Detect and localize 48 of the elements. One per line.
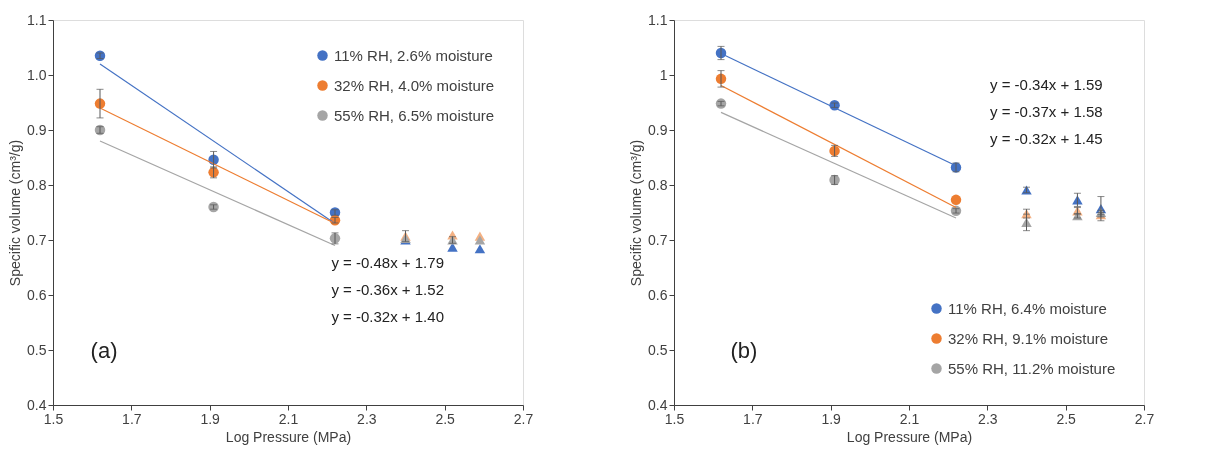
y-axis-title: Specific volume (cm³/g) <box>7 139 24 287</box>
x-tick-label: 2.7 <box>1134 410 1155 427</box>
y-tick-label: 0.6 <box>648 286 668 303</box>
y-tick-label: 0.6 <box>27 286 47 303</box>
x-axis-title: Log Pressure (MPa) <box>225 428 352 445</box>
x-tick-label: 2.3 <box>357 410 377 427</box>
y-tick-label: 0.5 <box>27 341 47 358</box>
y-tick-label: 1.0 <box>27 66 47 83</box>
y-tick-label: 0.5 <box>648 341 668 358</box>
y-tick-label: 1 <box>659 66 668 83</box>
x-tick-label: 1.7 <box>122 410 142 427</box>
legend-label: 11% RH, 6.4% moisture <box>948 299 1107 317</box>
x-tick-label: 2.1 <box>899 410 920 427</box>
y-axis-title: Specific volume (cm³/g) <box>628 139 645 287</box>
legend-label: 11% RH, 2.6% moisture <box>334 46 493 64</box>
y-tick-label: 0.8 <box>648 176 668 193</box>
annotation: y = -0.34x + 1.59 <box>990 76 1103 94</box>
x-tick-label: 2.5 <box>1056 410 1077 427</box>
legend-label: 55% RH, 11.2% moisture <box>948 359 1116 377</box>
y-tick-label: 0.8 <box>27 176 47 193</box>
x-tick-label: 2.1 <box>278 410 299 427</box>
x-tick-label: 1.9 <box>821 410 842 427</box>
annotation: y = -0.36x + 1.52 <box>331 280 444 298</box>
x-tick-label: 2.7 <box>513 410 534 427</box>
y-tick-label: 0.7 <box>27 231 47 248</box>
legend-label: 55% RH, 6.5% moisture <box>334 106 495 124</box>
y-tick-label: 0.4 <box>27 396 47 413</box>
x-tick-label: 1.9 <box>200 410 221 427</box>
legend-label: 32% RH, 4.0% moisture <box>334 76 495 94</box>
x-tick-label: 2.3 <box>978 410 998 427</box>
annotation: y = -0.37x + 1.58 <box>990 103 1103 121</box>
y-tick-label: 0.9 <box>648 121 668 138</box>
y-tick-label: 0.4 <box>648 396 668 413</box>
y-tick-label: 0.7 <box>648 231 668 248</box>
annotation: y = -0.32x + 1.40 <box>331 307 444 325</box>
annotation: y = -0.32x + 1.45 <box>990 130 1103 148</box>
y-tick-label: 1.1 <box>648 11 668 28</box>
annotation: y = -0.48x + 1.79 <box>331 253 444 271</box>
x-tick-label: 1.5 <box>664 410 685 427</box>
y-tick-label: 1.1 <box>27 11 47 28</box>
annotation: (a) <box>90 338 118 364</box>
y-tick-label: 0.9 <box>27 121 47 138</box>
annotation: (b) <box>730 338 758 364</box>
x-tick-label: 2.5 <box>435 410 456 427</box>
x-tick-label: 1.5 <box>43 410 64 427</box>
x-axis-title: Log Pressure (MPa) <box>846 428 973 445</box>
legend-label: 32% RH, 9.1% moisture <box>948 329 1109 347</box>
x-tick-label: 1.7 <box>743 410 763 427</box>
